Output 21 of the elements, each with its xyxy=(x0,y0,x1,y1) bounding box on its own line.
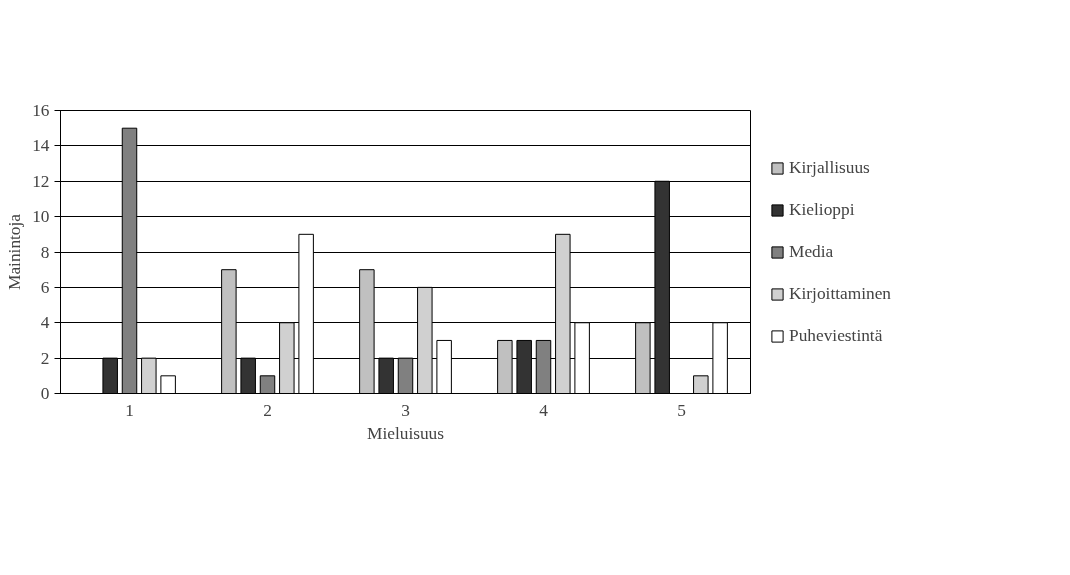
x-tick-label: 2 xyxy=(263,400,272,420)
y-tick-label: 6 xyxy=(40,277,50,297)
x-tick-label: 1 xyxy=(125,400,134,420)
y-axis-title: Mainintoja xyxy=(5,213,25,291)
y-tick-label: 4 xyxy=(40,313,50,333)
y-tick-label: 10 xyxy=(32,207,50,227)
x-tick-label: 4 xyxy=(539,400,549,420)
y-tick-label: 12 xyxy=(32,171,50,191)
x-tick-label: 5 xyxy=(677,400,686,420)
x-axis-title: Mieluisuus xyxy=(366,423,445,443)
legend-label: Kirjallisuus xyxy=(789,157,870,178)
legend-label: Media xyxy=(789,241,834,262)
y-tick-label: 14 xyxy=(32,136,50,156)
y-tick-label: 2 xyxy=(40,348,50,368)
y-tick-label: 0 xyxy=(40,384,50,403)
legend-label: Kirjoittaminen xyxy=(789,283,892,304)
x-tick-label: 3 xyxy=(401,400,410,420)
legend-label: Kielioppi xyxy=(789,199,855,220)
legend-label: Puheviestintä xyxy=(789,325,883,346)
y-tick-label: 8 xyxy=(40,242,50,262)
y-tick-label: 16 xyxy=(32,101,50,120)
